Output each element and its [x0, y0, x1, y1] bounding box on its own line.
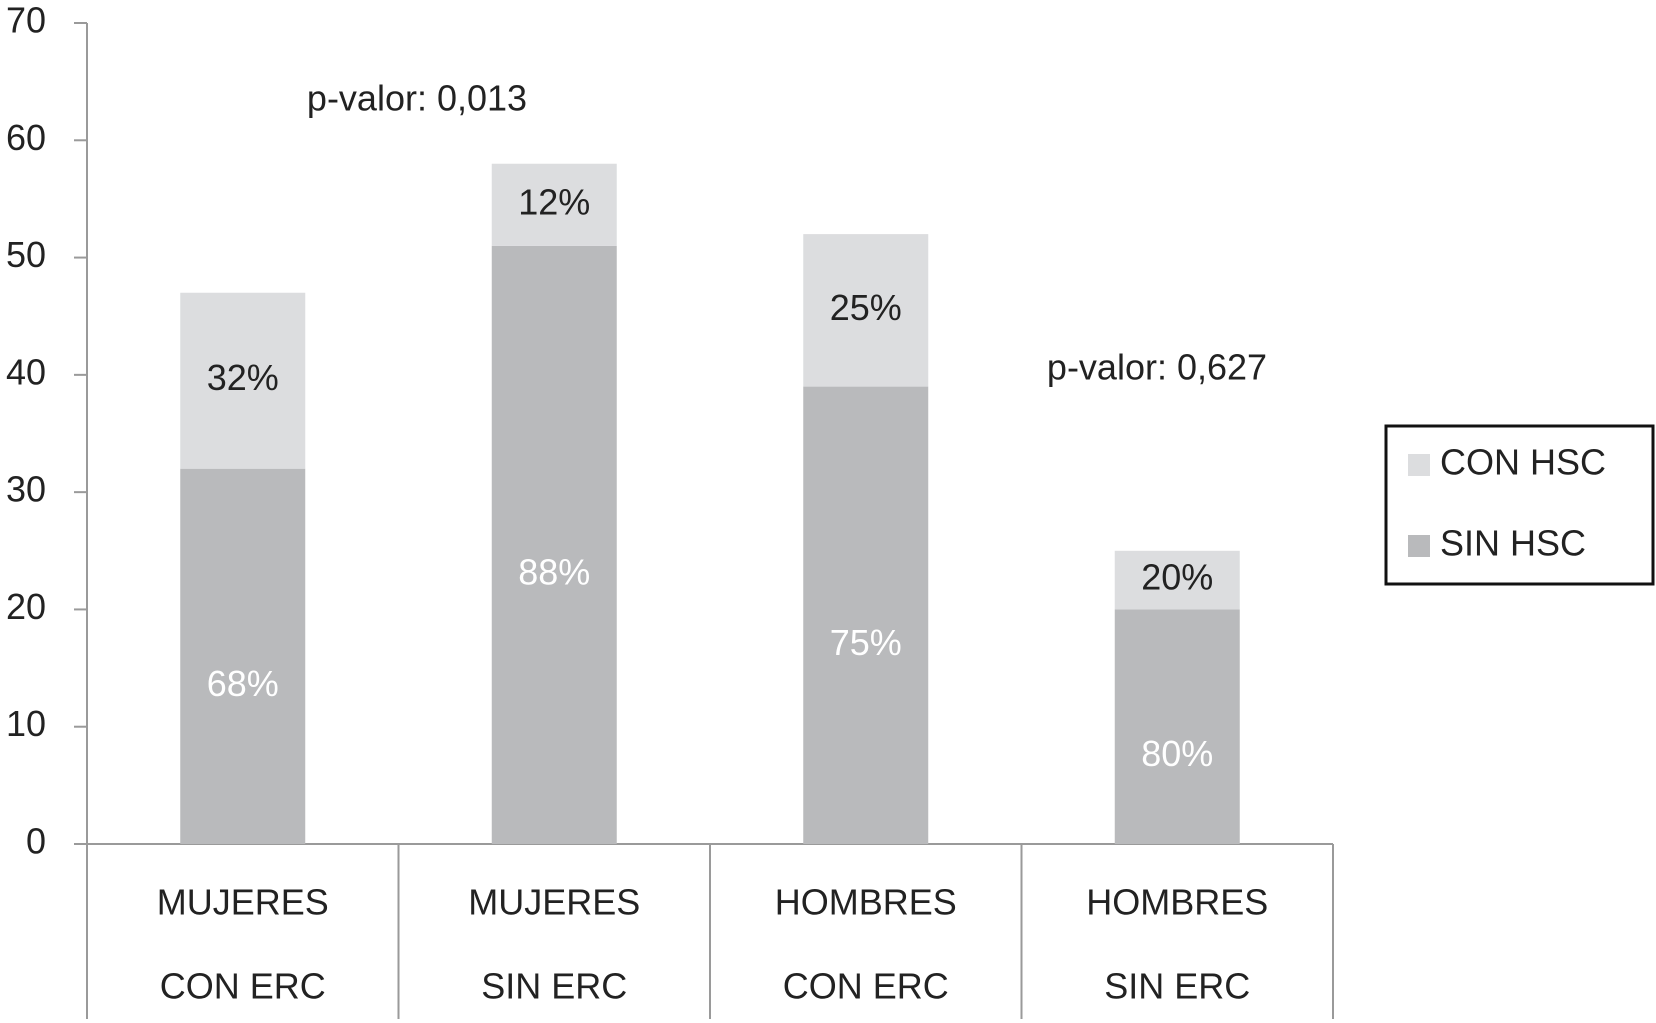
legend-box	[1384, 424, 1655, 586]
annotation: p-valor: 0,013	[307, 78, 527, 119]
x-tick-label: HOMBRES	[775, 882, 957, 923]
y-tick-label: 20	[6, 586, 46, 627]
percent-label: 88%	[518, 551, 590, 592]
x-tick-label: CON ERC	[160, 966, 326, 1007]
percent-label: 20%	[1141, 557, 1213, 598]
percent-label: 25%	[830, 287, 902, 328]
x-tick-label: MUJERES	[468, 882, 640, 923]
y-tick-label: 0	[26, 821, 46, 862]
y-tick-label: 70	[6, 0, 46, 41]
y-tick-label: 60	[6, 117, 46, 158]
percent-label: 12%	[518, 181, 590, 222]
y-tick-label: 10	[6, 703, 46, 744]
bar-segment	[491, 163, 617, 246]
x-tick-label: HOMBRES	[1086, 882, 1268, 923]
annotation: p-valor: 0,627	[1047, 347, 1267, 388]
x-tick-label: SIN ERC	[481, 966, 627, 1007]
percent-label: 80%	[1141, 733, 1213, 774]
percent-label: 68%	[207, 663, 279, 704]
bar-segment	[180, 292, 306, 469]
bar-segment	[803, 386, 929, 844]
percent-label: 32%	[207, 357, 279, 398]
y-tick-label: 30	[6, 469, 46, 510]
x-tick-label: CON ERC	[783, 966, 949, 1007]
legend-label: CON HSC	[1440, 442, 1606, 483]
legend-swatch	[1408, 454, 1430, 476]
legend-label: SIN HSC	[1440, 523, 1586, 564]
x-tick-label: MUJERES	[157, 882, 329, 923]
percent-label: 75%	[830, 622, 902, 663]
bar-segment	[1114, 609, 1240, 844]
y-tick-label: 50	[6, 234, 46, 275]
x-tick-label: SIN ERC	[1104, 966, 1250, 1007]
bar-segment	[803, 234, 929, 387]
legend-swatch	[1408, 535, 1430, 557]
bar-segment	[180, 468, 306, 844]
bar-segment	[491, 245, 617, 845]
bar-segment	[1114, 550, 1240, 610]
y-tick-label: 40	[6, 351, 46, 392]
